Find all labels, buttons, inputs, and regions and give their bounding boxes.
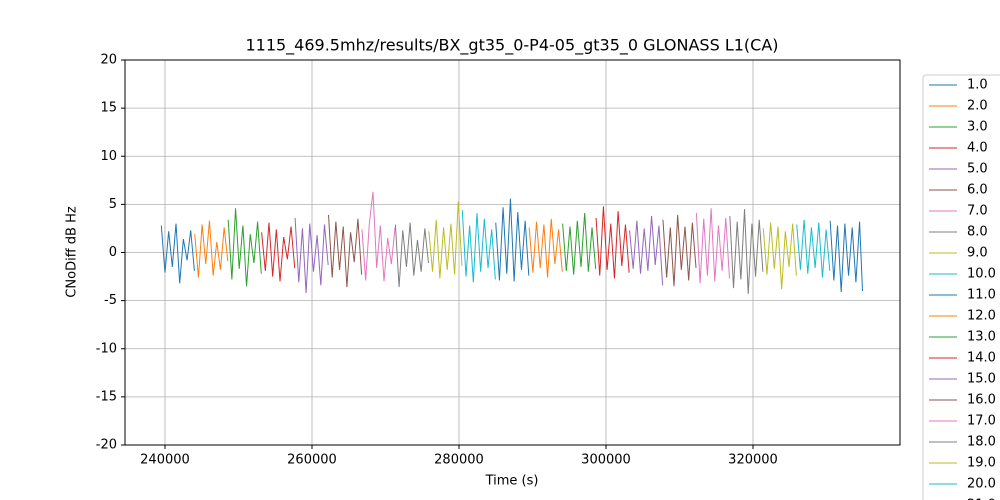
x-tick-label: 300000 bbox=[581, 453, 631, 468]
series-line bbox=[160, 223, 195, 284]
legend-label: 12.0 bbox=[967, 309, 996, 324]
series-line bbox=[695, 208, 730, 284]
legend-label: 7.0 bbox=[967, 204, 988, 219]
legend-label: 15.0 bbox=[967, 372, 996, 387]
x-tick-label: 320000 bbox=[728, 453, 778, 468]
series-line bbox=[227, 208, 262, 287]
legend-label: 14.0 bbox=[967, 351, 996, 366]
legend-label: 4.0 bbox=[967, 141, 988, 156]
legend-label: 19.0 bbox=[967, 456, 996, 471]
series-line bbox=[629, 215, 664, 286]
series-line bbox=[361, 191, 396, 282]
y-tick-label: 10 bbox=[100, 149, 117, 164]
series-line bbox=[394, 222, 429, 288]
series-line bbox=[595, 206, 630, 279]
y-tick-label: 5 bbox=[109, 197, 117, 212]
legend-label: 13.0 bbox=[967, 330, 996, 345]
series-line bbox=[528, 218, 563, 278]
series-line bbox=[762, 222, 797, 290]
y-tick-label: -10 bbox=[96, 341, 117, 356]
legend-label: 1.0 bbox=[967, 78, 988, 93]
legend-label: 18.0 bbox=[967, 435, 996, 450]
series-line bbox=[194, 220, 229, 278]
series-line bbox=[829, 220, 864, 292]
y-tick-label: 20 bbox=[100, 53, 117, 68]
series-line bbox=[461, 210, 496, 283]
y-tick-label: 0 bbox=[109, 245, 117, 260]
y-tick-label: 15 bbox=[100, 101, 117, 116]
legend-label: 20.0 bbox=[967, 477, 996, 492]
plot-frame bbox=[124, 59, 901, 446]
legend-frame bbox=[922, 74, 1000, 500]
y-axis-label: CNoDiff dB Hz bbox=[65, 206, 80, 298]
series-line bbox=[328, 214, 363, 288]
series-line bbox=[662, 214, 697, 287]
x-tick-label: 260000 bbox=[287, 453, 337, 468]
legend-label: 16.0 bbox=[967, 393, 996, 408]
x-axis-label: Time (s) bbox=[485, 474, 539, 489]
x-tick-label: 240000 bbox=[140, 453, 190, 468]
legend-label: 3.0 bbox=[967, 120, 988, 135]
y-tick-label: -20 bbox=[96, 438, 117, 453]
series-line bbox=[495, 198, 530, 282]
series-line bbox=[562, 213, 597, 275]
legend-label: 2.0 bbox=[967, 99, 988, 114]
series-line bbox=[261, 222, 296, 282]
legend-label: 17.0 bbox=[967, 414, 996, 429]
legend-label: 9.0 bbox=[967, 246, 988, 261]
series-line bbox=[729, 209, 764, 294]
legend-label: 21.0 bbox=[967, 498, 996, 500]
y-tick-label: -5 bbox=[104, 293, 117, 308]
y-tick-label: -15 bbox=[96, 389, 117, 404]
legend-label: 10.0 bbox=[967, 267, 996, 282]
legend: 1.0 2.0 3.0 4.0 5.0 6.0 7.0 8.0 9.0 10.0 11.0 12.0 1… bbox=[922, 74, 1000, 500]
legend-label: 11.0 bbox=[967, 288, 996, 303]
series-line bbox=[294, 217, 329, 293]
legend-label: 5.0 bbox=[967, 162, 988, 177]
chart-title: 1115_469.5mhz/results/BX_gt35_0-P4-05_gt… bbox=[245, 36, 778, 56]
legend-label: 8.0 bbox=[967, 225, 988, 240]
legend-label: 6.0 bbox=[967, 183, 988, 198]
x-tick-label: 280000 bbox=[434, 453, 484, 468]
series-line bbox=[428, 201, 463, 279]
series-line bbox=[796, 219, 831, 278]
